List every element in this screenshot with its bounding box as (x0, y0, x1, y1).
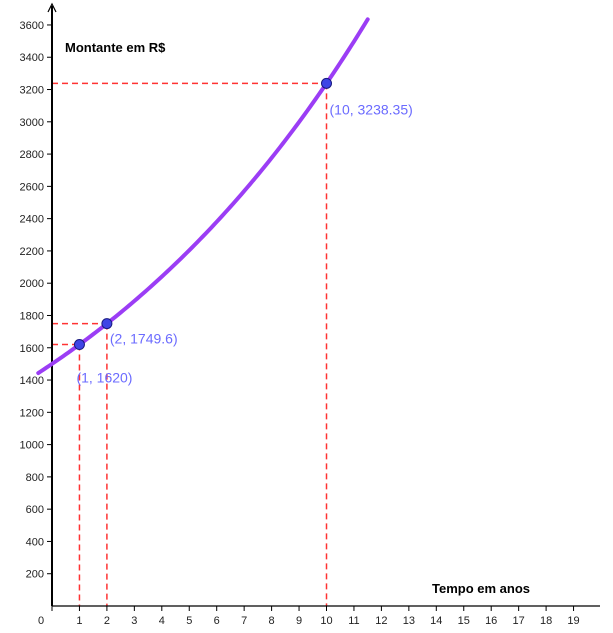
y-tick-label: 1200 (20, 407, 44, 419)
x-tick-label: 3 (131, 615, 137, 627)
data-point-label: (10, 3238.35) (330, 101, 413, 117)
y-tick-label: 2200 (20, 246, 44, 258)
x-tick-label: 8 (269, 615, 275, 627)
x-tick-label: 18 (540, 615, 552, 627)
growth-curve (36, 17, 370, 376)
y-tick-label: 3400 (20, 52, 44, 64)
x-tick-label: 7 (241, 615, 247, 627)
y-axis-title: Montante em R$ (65, 40, 166, 55)
y-tick-label: 600 (26, 504, 44, 516)
x-tick-label: 17 (513, 615, 525, 627)
data-point (73, 339, 85, 351)
x-tick-label: 15 (458, 615, 470, 627)
y-tick-label: 1000 (20, 440, 44, 452)
data-point (321, 77, 332, 89)
x-axis-title: Tempo em anos (432, 581, 530, 596)
y-tick-label: 2400 (20, 214, 44, 226)
x-tick-label: 5 (186, 615, 192, 627)
y-tick-label: 1600 (20, 343, 44, 355)
data-point-label: (1, 1620) (76, 370, 132, 386)
highlighted-points: (1, 1620) (2, 1749.6) (10, 3238.35) (73, 77, 413, 386)
y-tick-label: 1800 (20, 310, 44, 322)
x-tick-label: 19 (567, 615, 579, 627)
x-tick-label: 12 (375, 615, 387, 627)
x-tick-label: 10 (320, 615, 332, 627)
x-tick-label: 1 (76, 615, 82, 627)
guide-lines (52, 82, 328, 606)
y-tick-label: 3600 (20, 20, 44, 32)
y-tick-labels: 200 400 600 800 1000 1200 1400 1600 1800 2000 2200… (20, 20, 52, 581)
data-point (101, 318, 113, 330)
y-tick-label: 2600 (20, 181, 44, 193)
x-tick-label: 16 (485, 615, 497, 627)
y-tick-label: 400 (26, 536, 44, 548)
x-tick-label: 9 (296, 615, 302, 627)
x-tick-label: 11 (348, 615, 359, 627)
x-tick-label: 4 (159, 615, 165, 627)
x-tick-label: 2 (104, 615, 110, 627)
x-tick-label: 13 (403, 615, 415, 627)
y-tick-label: 3000 (20, 117, 44, 129)
y-tick-label: 2800 (20, 149, 44, 161)
x-tick-label: 6 (214, 615, 220, 627)
y-axis-arrow-icon (47, 2, 57, 13)
y-tick-label: 800 (26, 472, 44, 484)
y-tick-label: 2000 (20, 278, 44, 290)
y-tick-label: 1400 (20, 375, 44, 387)
x-tick-label: 0 (38, 615, 44, 627)
x-tick-labels: 0 1 2 3 4 5 6 7 8 9 10 11 12 13 14 15 16 17 18 19 (38, 606, 580, 627)
y-tick-label: 200 (26, 569, 44, 581)
x-tick-label: 14 (430, 615, 442, 627)
data-point-label: (2, 1749.6) (110, 331, 178, 347)
y-tick-label: 3200 (20, 85, 44, 97)
